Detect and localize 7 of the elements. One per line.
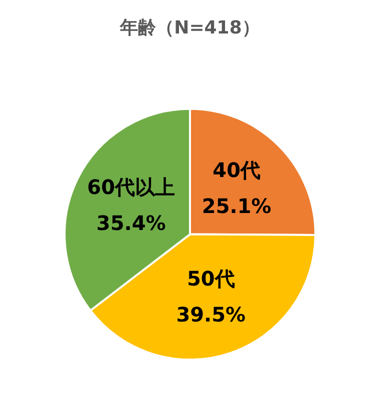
chart-title: 年齢（N=418） — [119, 18, 260, 38]
slice-label: 60代以上 — [87, 175, 176, 200]
data-label: 25.1% — [202, 194, 272, 218]
data-label: 35.4% — [96, 211, 166, 236]
slice-label: 50代 — [186, 266, 235, 291]
data-label: 39.5% — [176, 302, 246, 327]
slice-label: 40代 — [212, 158, 261, 182]
